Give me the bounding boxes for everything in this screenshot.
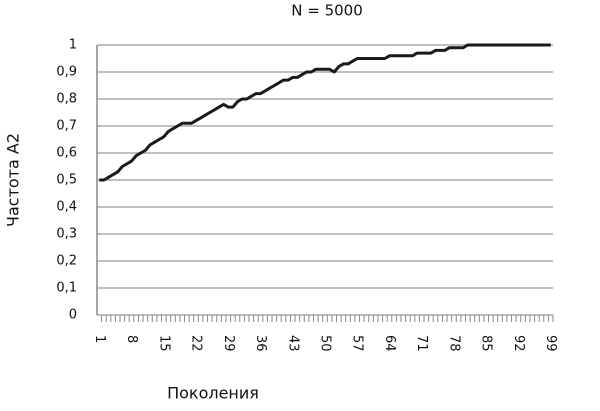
x-tick-label: 8 (124, 335, 139, 343)
y-tick-label: 1 (69, 38, 77, 53)
x-tick-label: 50 (318, 335, 333, 352)
y-tick-label: 0,4 (56, 200, 77, 215)
y-tick-label: 0,7 (56, 119, 77, 134)
x-tick-label: 92 (511, 335, 526, 352)
x-tick-label: 99 (543, 335, 558, 352)
y-tick-label: 0 (69, 308, 77, 323)
x-tick-label: 22 (189, 335, 204, 352)
data-line (99, 43, 551, 182)
x-tick-label: 64 (382, 335, 397, 352)
y-tick-label: 0,2 (56, 254, 77, 269)
y-tick-label: 0,6 (56, 146, 77, 161)
y-tick-label: 0,3 (56, 227, 77, 242)
x-axis-label: Поколения (167, 384, 259, 403)
x-tick-label: 36 (253, 335, 268, 352)
x-tick-label: 29 (221, 335, 236, 352)
y-tick-label: 0,8 (56, 92, 77, 107)
x-tick-label: 57 (350, 335, 365, 352)
y-axis-label: Частота А2 (4, 133, 23, 227)
x-tick-label: 78 (446, 335, 461, 352)
y-tick-label: 0,5 (56, 173, 77, 188)
y-tick-label: 0,9 (56, 65, 77, 80)
x-tick-label: 71 (414, 335, 429, 352)
chart-title: N = 5000 (291, 2, 363, 20)
x-tick-label: 1 (92, 335, 107, 343)
x-tick-label: 43 (285, 335, 300, 352)
y-tick-label: 0,1 (56, 281, 77, 296)
x-tick-label: 15 (156, 335, 171, 352)
x-tick-label: 85 (479, 335, 494, 352)
